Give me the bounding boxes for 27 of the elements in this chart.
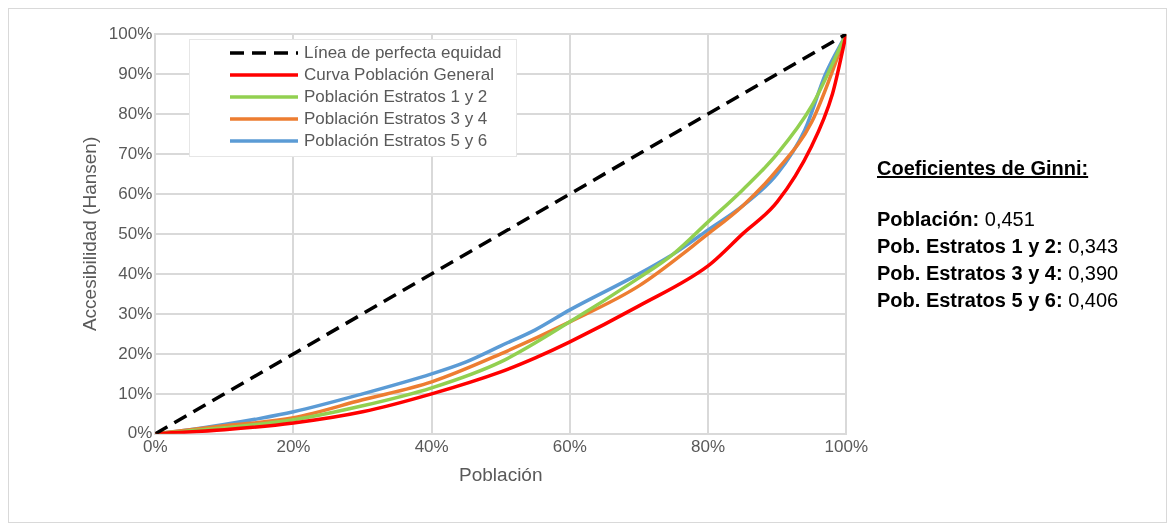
text: Coeficientes de Ginni: xyxy=(877,157,1090,180)
y-tick-label: 20% xyxy=(118,343,153,363)
text: Pob. Estratos 3 y 4: 0,390 xyxy=(877,262,1119,284)
y-tick-label: 50% xyxy=(118,223,153,243)
x-tick-label: 40% xyxy=(414,436,449,456)
y-tick-label: 70% xyxy=(118,143,153,163)
x-tick-label: 80% xyxy=(691,436,726,456)
y-tick-label: 90% xyxy=(118,63,153,83)
text: Población: 0,451 xyxy=(877,208,1035,230)
y-axis-title: Accesibilidad (Hansen) xyxy=(78,136,100,332)
y-tick-label: 60% xyxy=(118,183,153,203)
y-tick-label: 100% xyxy=(108,23,153,43)
y-tick-label: 40% xyxy=(118,263,153,283)
y-tick-label: 10% xyxy=(118,383,153,403)
legend-label: Población Estratos 5 y 6 xyxy=(304,131,488,151)
legend-label: Curva Población General xyxy=(304,65,494,85)
legend-label: Población Estratos 3 y 4 xyxy=(304,109,488,129)
y-tick-label: 30% xyxy=(118,303,153,323)
text: Pob. Estratos 5 y 6: 0,406 xyxy=(877,289,1119,311)
y-tick-label: 80% xyxy=(118,103,153,123)
legend-label: Línea de perfecta equidad xyxy=(304,43,502,63)
x-axis-title: Población xyxy=(459,463,543,485)
text: Pob. Estratos 1 y 2: 0,343 xyxy=(877,235,1119,257)
x-tick-label: 100% xyxy=(824,436,868,456)
legend-label: Población Estratos 1 y 2 xyxy=(304,87,488,107)
x-tick-label: 60% xyxy=(552,436,587,456)
x-tick-label: 20% xyxy=(276,436,311,456)
